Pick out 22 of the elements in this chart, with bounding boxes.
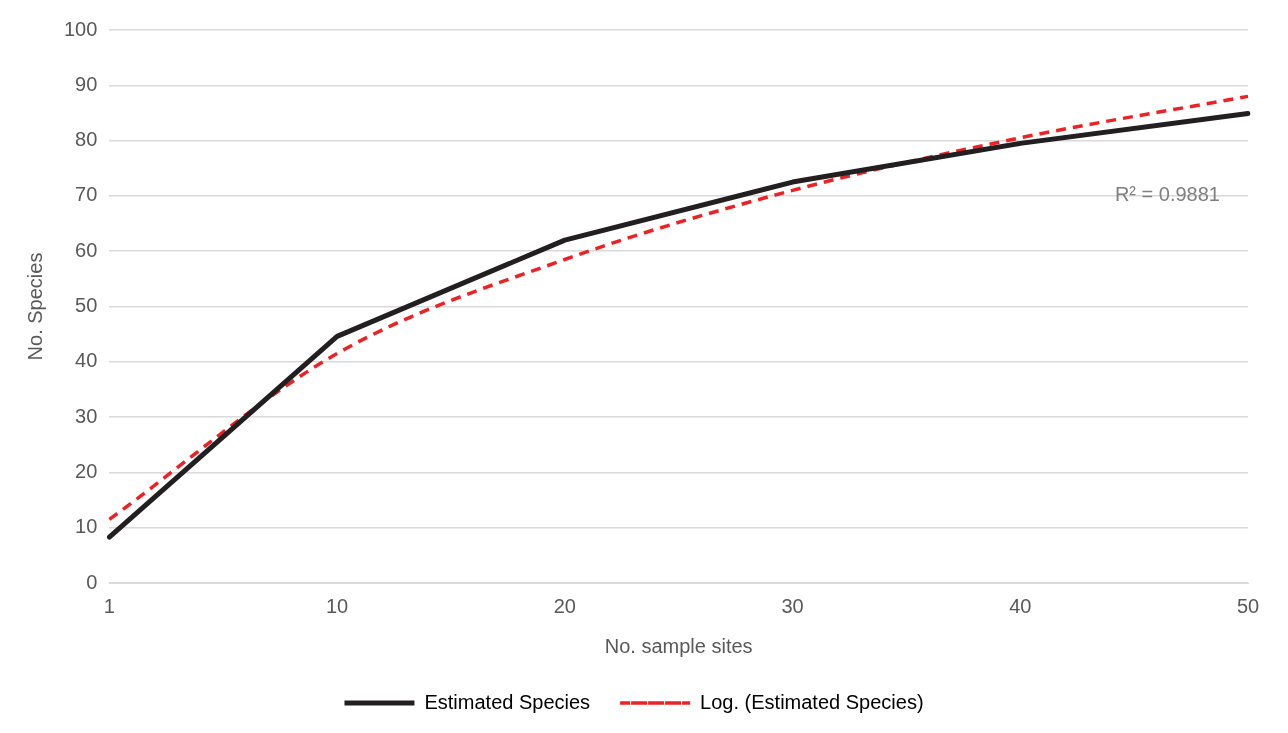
- x-tick-label: 10: [325, 594, 349, 617]
- y-tick-label: 100: [63, 17, 98, 40]
- legend-label: Log. (Estimated Species): [700, 690, 924, 713]
- y-tick-label: 90: [75, 72, 98, 95]
- y-tick-label: 20: [75, 459, 98, 482]
- y-tick-label: 10: [75, 515, 98, 538]
- x-axis-title: No. sample sites: [604, 634, 753, 657]
- y-tick-label: 0: [86, 570, 98, 593]
- y-tick-label: 30: [75, 404, 98, 427]
- x-tick-label: 40: [1009, 594, 1032, 617]
- x-tick-label: 50: [1236, 594, 1260, 617]
- x-tick-label: 1: [103, 594, 115, 617]
- legend-label: Estimated Species: [424, 690, 591, 713]
- y-axis-title: No. Species: [23, 252, 46, 361]
- y-tick-label: 60: [75, 238, 98, 261]
- y-tick-label: 80: [75, 128, 98, 151]
- x-tick-label: 20: [553, 594, 576, 617]
- y-tick-label: 50: [75, 294, 98, 317]
- annotation: R² = 0.9881: [1114, 183, 1220, 206]
- y-tick-label: 70: [75, 183, 98, 206]
- y-tick-label: 40: [75, 349, 98, 372]
- x-tick-label: 30: [781, 594, 804, 617]
